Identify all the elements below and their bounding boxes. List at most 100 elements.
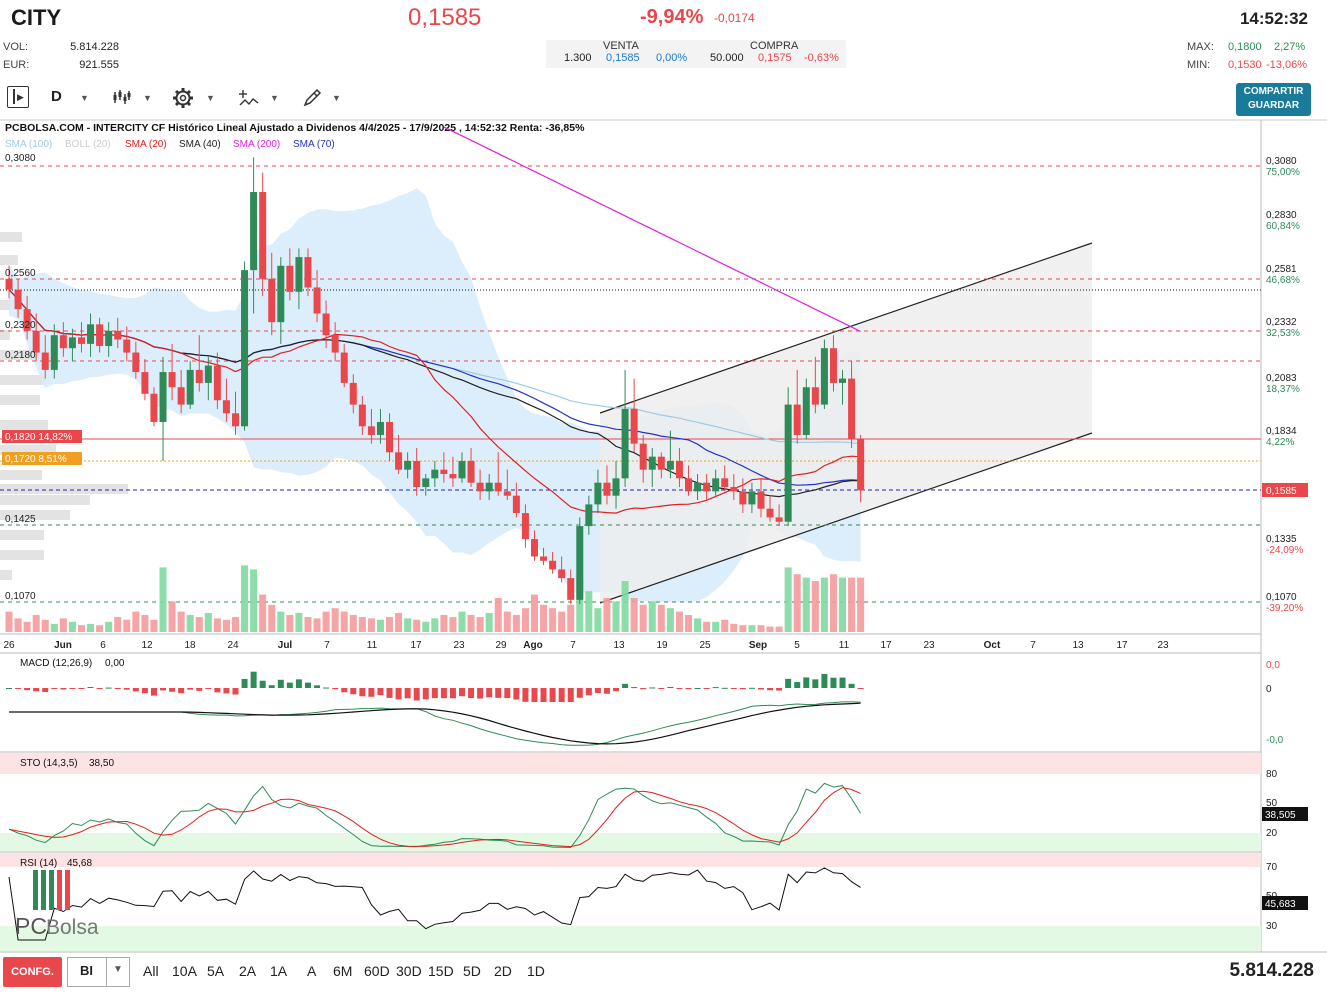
rsi-current-badge [1262,896,1308,910]
indicators-caret-icon[interactable]: ▼ [270,93,279,103]
candle-body [440,469,448,475]
macd-histogram-bar [622,683,629,688]
range-button-1d[interactable]: 1D [527,963,545,979]
candle-body [721,478,729,488]
right-axis-price: 0,2332 [1266,317,1297,328]
drawing-caret-icon[interactable]: ▼ [332,93,341,103]
macd-histogram-bar [304,682,311,688]
candlesticks [5,157,865,605]
macd-histogram-bar [730,688,737,689]
macd-histogram-bar [214,688,221,693]
candle-body [186,369,194,405]
volume-profile-bar [0,255,18,265]
candle-body [549,560,557,570]
volume-bar [241,565,249,632]
rsi-axis-label: 30 [1266,921,1278,932]
candle-body [304,257,312,288]
current-price-label: 0,1585 [1266,486,1297,497]
macd-histogram-bar [141,688,148,694]
range-button-15d[interactable]: 15D [428,963,454,979]
volume-bar [259,594,267,632]
chart-style-value: BI [80,963,93,978]
macd-histogram-bar [341,688,348,693]
volume-bar [766,626,774,632]
range-button-a[interactable]: A [307,963,317,979]
macd-histogram-bar [160,688,167,691]
sidebar-toggle-icon[interactable]: ▶ [7,86,29,108]
macd-histogram-bar [757,688,764,690]
price-chart[interactable]: PCBOLSA.COM - INTERCITY CF Histórico Lin… [0,118,1327,953]
macd-histogram-bar [694,687,701,689]
candle-body [675,461,683,479]
range-button-10a[interactable]: 10A [172,963,197,979]
x-tick-label: 18 [184,640,196,651]
range-button-5a[interactable]: 5A [207,963,225,979]
volume-bar [168,601,176,632]
volume-bar [395,612,403,632]
range-button-5d[interactable]: 5D [463,963,481,979]
macd-histogram-bar [33,688,40,692]
range-button-6m[interactable]: 6M [333,963,353,979]
candle-body [349,382,357,405]
macd-histogram-bar [459,688,465,697]
gear-icon[interactable] [172,87,194,112]
range-button-2d[interactable]: 2D [494,963,512,979]
macd-histogram-bar [386,688,393,698]
macd-histogram-bar [69,688,76,689]
chart-title: PCBOLSA.COM - INTERCITY CF Histórico Lin… [5,122,585,134]
macd-histogram-bar [839,677,846,688]
macd-histogram-bar [350,688,357,695]
right-axis-price: 0,1335 [1266,534,1297,545]
volume-bar [603,598,611,632]
period-selector[interactable]: D [51,88,62,105]
period-caret-icon[interactable]: ▼ [80,93,89,103]
chart-style-select[interactable] [67,957,130,987]
config-button[interactable]: CONFG. [3,957,62,987]
candle-body [32,330,40,353]
range-button-1a[interactable]: 1A [270,963,288,979]
range-button-all[interactable]: All [143,963,159,979]
macd-histogram-bar [232,688,239,695]
rsi-axis-label: 70 [1266,862,1278,873]
sell-pct: 0,00% [656,52,688,64]
volume-bar [386,617,394,632]
candle-body [630,408,638,444]
indicators-icon[interactable] [238,88,260,111]
volume-bar [857,577,865,632]
range-button-60d[interactable]: 60D [364,963,390,979]
candle-body [177,387,185,405]
chevron-down-icon[interactable]: ▼ [113,964,123,975]
candle-body [712,478,720,492]
legend-item: BOLL (20) [65,139,111,150]
chart-type-caret-icon[interactable]: ▼ [143,93,152,103]
macd-histogram-bar [42,688,49,693]
candle-body [295,257,303,292]
left-level-label: 0,2320 [5,320,36,331]
macd-histogram-bar [631,687,638,689]
volume-bar [68,621,76,632]
candle-body [386,421,394,453]
share-save-button[interactable]: COMPARTIR GUARDAR [1236,83,1311,116]
candle-body [132,352,140,373]
chart-type-icon[interactable] [112,88,132,109]
candle-body [793,404,801,435]
candle-body [839,378,847,383]
candle-body [494,482,502,492]
volume-bar [721,619,729,632]
settings-caret-icon[interactable]: ▼ [206,93,215,103]
macd-histogram-bar [667,686,674,688]
candle-body [766,508,774,518]
candle-body [476,482,484,492]
drawing-pencil-icon[interactable] [302,88,322,111]
macd-histogram-bar [132,688,139,692]
volume-bar [41,619,49,632]
x-tick-label: Oct [984,640,1001,651]
macd-histogram-bar [169,688,176,692]
x-tick-label: Jun [54,640,72,651]
range-button-30d[interactable]: 30D [396,963,422,979]
range-button-2a[interactable]: 2A [239,963,257,979]
volume-bar [820,577,828,632]
volume-bar [503,611,511,632]
right-axis-price: 0,1070 [1266,592,1297,603]
macd-histogram-bar [486,688,493,698]
